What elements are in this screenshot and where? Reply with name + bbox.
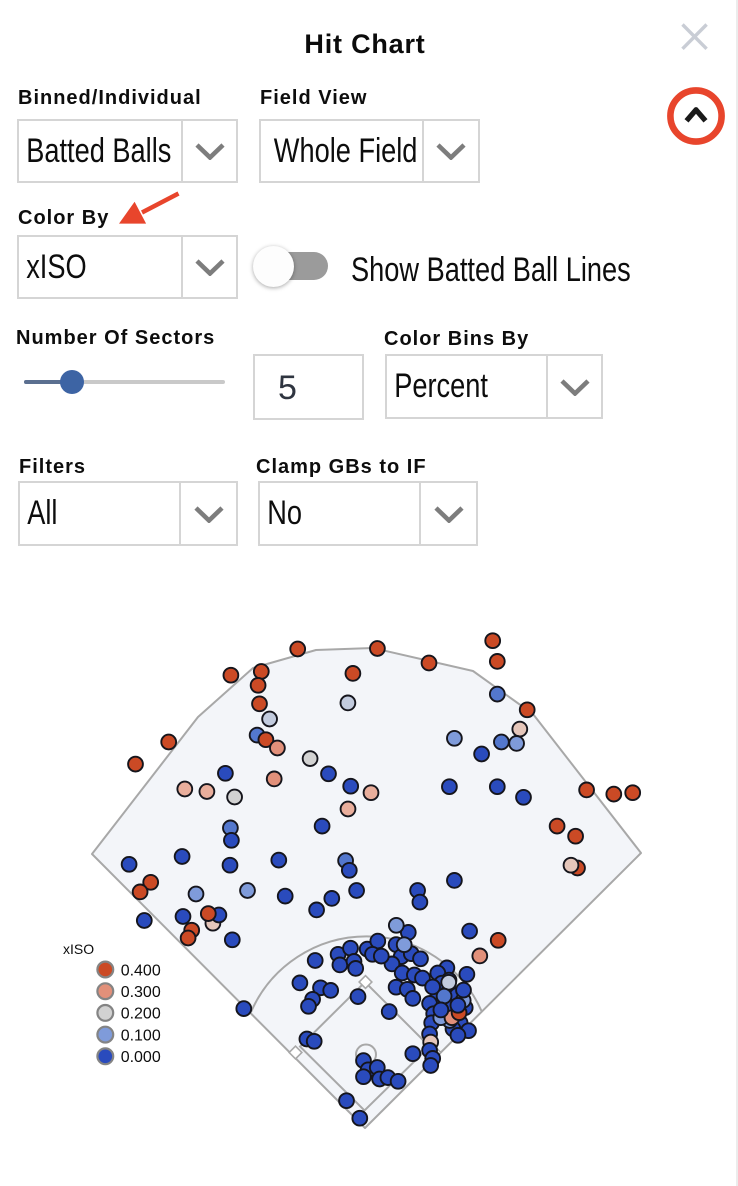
svg-text:0.400: 0.400: [121, 962, 161, 979]
svg-text:xISO: xISO: [63, 941, 94, 957]
svg-text:0.200: 0.200: [121, 1006, 161, 1023]
svg-text:0.100: 0.100: [121, 1027, 161, 1044]
svg-text:0.000: 0.000: [121, 1049, 161, 1066]
svg-text:0.300: 0.300: [121, 984, 161, 1001]
